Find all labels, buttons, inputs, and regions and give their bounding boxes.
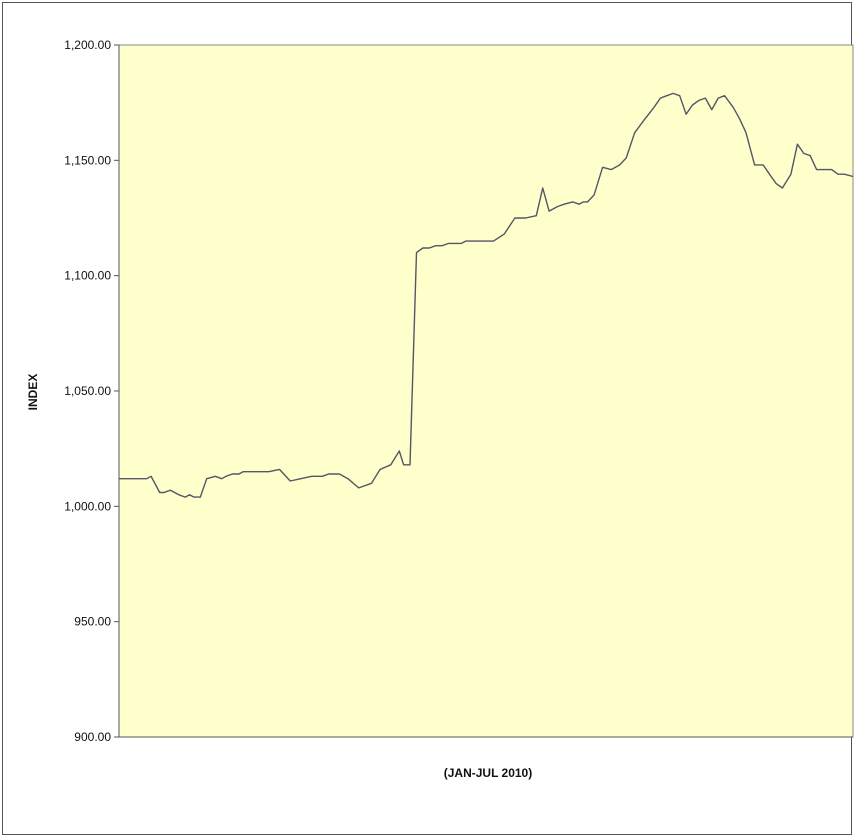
y-tick-labels: 900.00 950.00 1,000.00 1,050.00 1,100.00 1,15… — [64, 38, 111, 744]
y-tick-label: 1,150.00 — [64, 153, 111, 167]
y-ticks — [114, 44, 119, 738]
x-axis-title: (JAN-JUL 2010) — [444, 766, 532, 780]
plot-area — [118, 44, 854, 738]
index-series-line — [119, 92, 854, 498]
y-tick-label: 1,100.00 — [64, 269, 111, 283]
y-tick-label: 1,000.00 — [64, 499, 111, 513]
y-tick-label: 1,050.00 — [64, 384, 111, 398]
y-tick-label: 950.00 — [74, 615, 111, 629]
y-tick-label: 1,200.00 — [64, 38, 111, 52]
y-axis-title: INDEX — [26, 374, 40, 411]
y-tick-label: 900.00 — [74, 730, 111, 744]
